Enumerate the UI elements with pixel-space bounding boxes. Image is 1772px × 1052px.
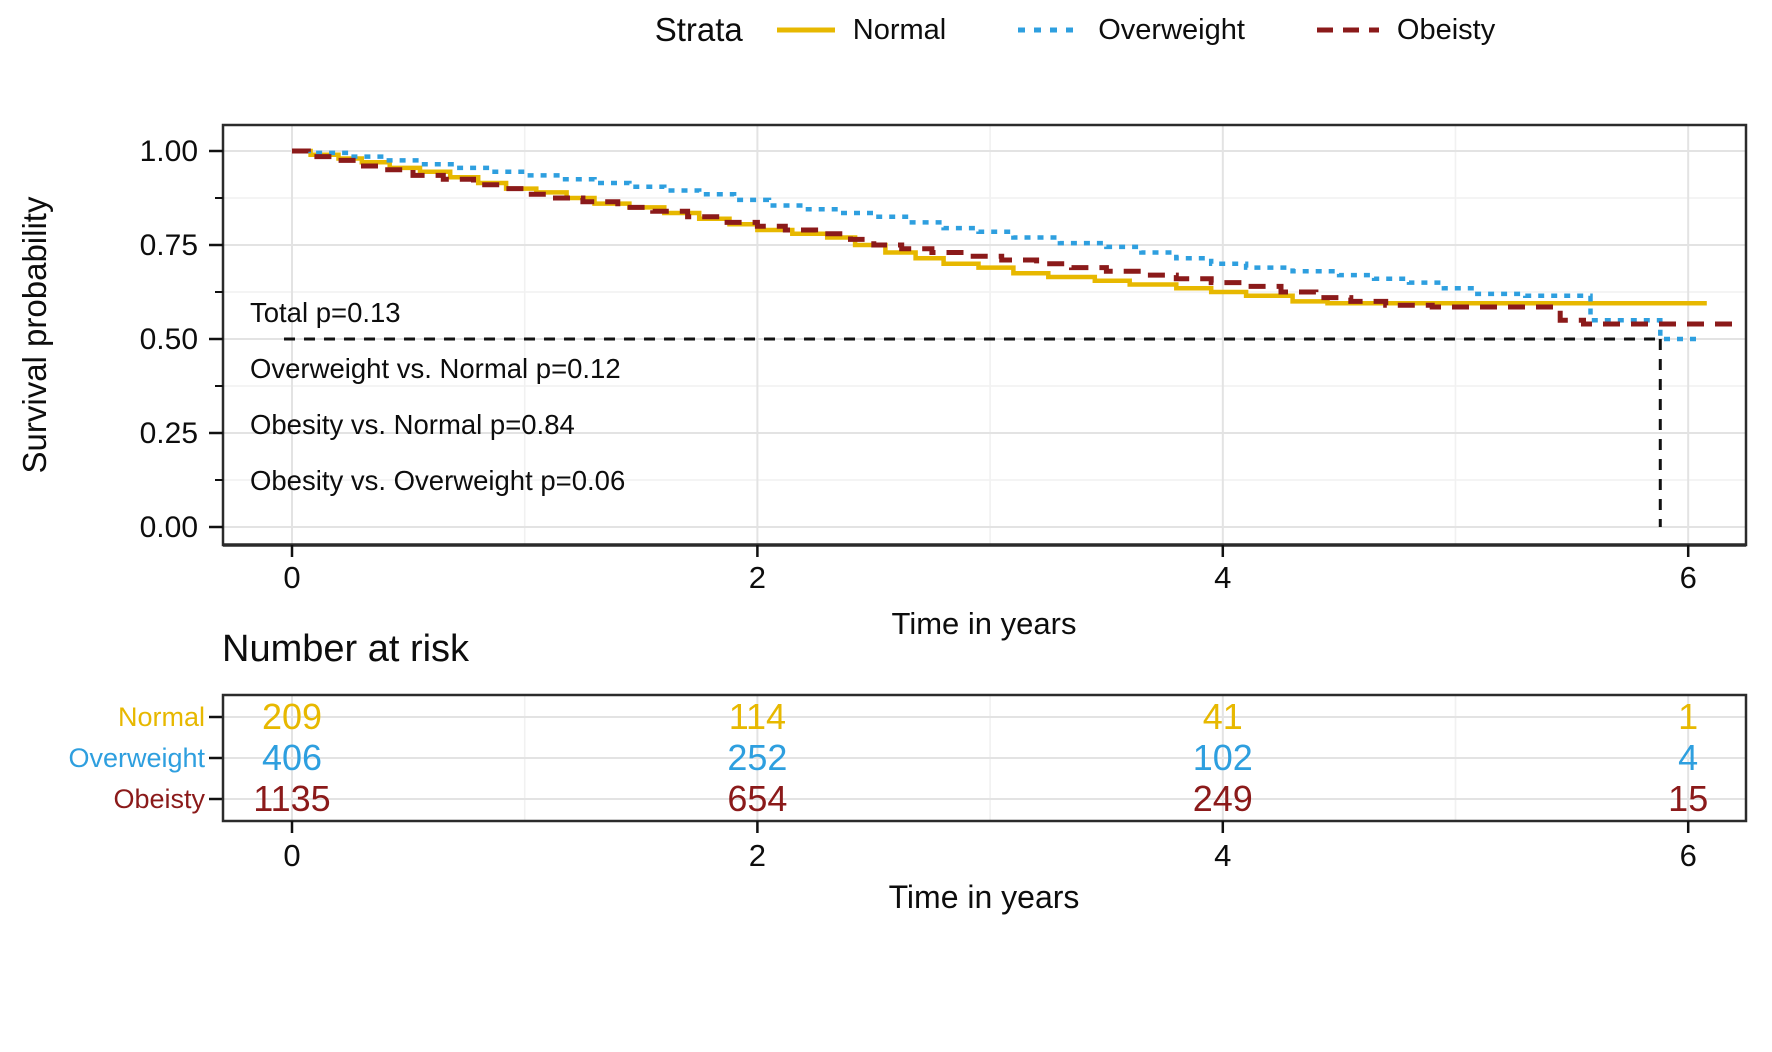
risk-count: 249 (1193, 778, 1253, 819)
legend-label-normal: Normal (852, 13, 947, 46)
risk-table-cells: Normal 209 114 41 1 Overweight 406 252 102 4 Obeis… (68, 696, 1708, 819)
table-x-tick-label: 0 (283, 838, 300, 873)
risk-table-gridlines (223, 695, 1746, 821)
risk-count: 654 (727, 778, 787, 819)
y-tick-label: 0.75 (140, 229, 198, 262)
legend-item-obeisty: Obeisty (1315, 14, 1495, 47)
main-plot-gridlines (223, 125, 1746, 545)
table-x-tick-label: 2 (749, 838, 766, 873)
y-tick-label: 0.50 (140, 323, 198, 356)
y-tick-label: 1.00 (140, 135, 198, 168)
x-axis-title-main: Time in years (892, 606, 1077, 641)
risk-row-label-obeisty: Obeisty (113, 784, 205, 814)
table-x-tick-label: 6 (1680, 838, 1697, 873)
survival-curve-normal (292, 148, 1707, 306)
risk-count: 102 (1193, 737, 1253, 778)
x-axis-title-table: Time in years (889, 879, 1080, 915)
annotation-obesity-vs-normal-p: Obesity vs. Normal p=0.84 (250, 409, 575, 440)
x-tick-label: 0 (283, 560, 300, 595)
annotation-overweight-vs-normal-p: Overweight vs. Normal p=0.12 (250, 353, 621, 384)
risk-count: 15 (1668, 778, 1708, 819)
legend: Strata Normal Overweight Obeisty (0, 6, 1772, 54)
risk-row-label-normal: Normal (118, 702, 205, 732)
risk-count: 41 (1203, 696, 1243, 737)
x-tick-label: 6 (1680, 560, 1697, 595)
annotation-obesity-vs-overweight-p: Obesity vs. Overweight p=0.06 (250, 465, 625, 496)
risk-count: 406 (262, 737, 322, 778)
survival-curves (292, 148, 1740, 342)
risk-row-label-overweight: Overweight (68, 743, 205, 773)
risk-count: 4 (1678, 737, 1698, 778)
risk-table-title: Number at risk (222, 628, 470, 670)
legend-title: Strata (654, 11, 743, 48)
legend-item-overweight: Overweight (1016, 14, 1245, 47)
x-tick-label: 2 (749, 560, 766, 595)
risk-count: 1 (1678, 696, 1698, 737)
y-axis-title: Survival probability (16, 196, 53, 473)
legend-label-obeisty: Obeisty (1396, 13, 1496, 46)
survival-curve-overweight (292, 148, 1703, 342)
legend-item-normal: Normal (775, 14, 946, 47)
y-tick-label: 0.25 (140, 417, 198, 450)
risk-count: 209 (262, 696, 322, 737)
x-tick-label: 4 (1214, 560, 1231, 595)
risk-count: 1135 (253, 778, 330, 819)
risk-count: 252 (727, 737, 787, 778)
main-plot-axes: 0.00 0.25 0.50 0.75 1.00 0 2 4 6 (140, 135, 1746, 595)
risk-table-axes: 0 2 4 6 (283, 821, 1697, 873)
overweight-line-key-icon (1016, 26, 1082, 34)
legend-label-overweight: Overweight (1098, 13, 1245, 46)
table-x-tick-label: 4 (1214, 838, 1231, 873)
risk-table-panel-border (221, 693, 1748, 823)
risk-count: 114 (729, 696, 786, 737)
median-reference-lines (284, 337, 1662, 527)
y-tick-label: 0.00 (140, 511, 198, 544)
normal-line-key-icon (775, 26, 837, 34)
annotation-total-p: Total p=0.13 (250, 297, 401, 328)
survival-curve-obeisty (292, 148, 1740, 327)
obeisty-line-key-icon (1315, 26, 1381, 34)
